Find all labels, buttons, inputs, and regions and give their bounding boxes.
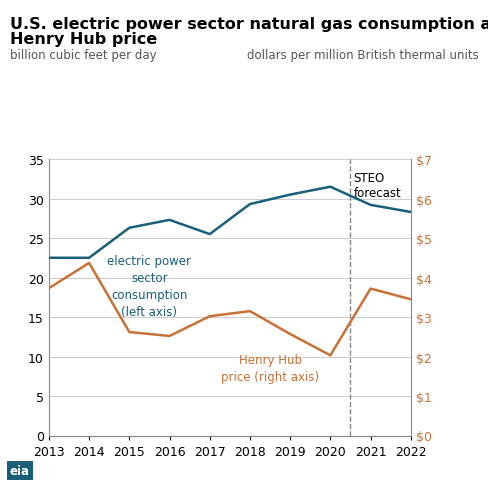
- Text: U.S. electric power sector natural gas consumption and: U.S. electric power sector natural gas c…: [10, 17, 488, 32]
- Text: STEO
forecast: STEO forecast: [353, 171, 401, 199]
- Text: Henry Hub price: Henry Hub price: [10, 31, 157, 46]
- Text: electric power
sector
consumption
(left axis): electric power sector consumption (left …: [107, 254, 191, 318]
- Text: dollars per million British thermal units: dollars per million British thermal unit…: [247, 48, 478, 61]
- Text: billion cubic feet per day: billion cubic feet per day: [10, 48, 156, 61]
- Text: Henry Hub
price (right axis): Henry Hub price (right axis): [221, 353, 319, 383]
- Text: eia: eia: [10, 464, 30, 477]
